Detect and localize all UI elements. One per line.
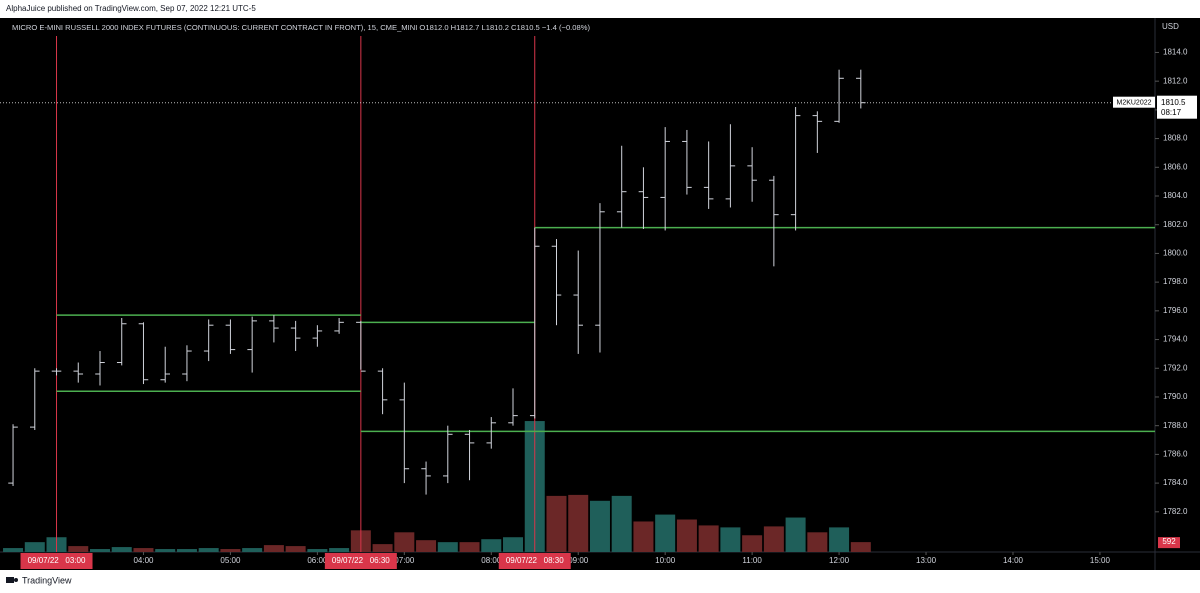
y-tick-label: 1814.0	[1163, 48, 1188, 57]
countdown-label: 08:17	[1161, 108, 1182, 117]
y-tick-label: 1798.0	[1163, 277, 1188, 286]
y-tick-label: 1800.0	[1163, 249, 1188, 258]
y-tick-label: 1794.0	[1163, 335, 1188, 344]
volume-bar	[394, 532, 415, 552]
volume-bar	[785, 517, 806, 552]
y-tick-label: 1786.0	[1163, 449, 1188, 458]
volume-bar	[242, 548, 263, 552]
x-tick-label: 13:00	[916, 556, 937, 565]
x-tick-label: 11:00	[742, 556, 762, 565]
y-tick-label: 1796.0	[1163, 306, 1188, 315]
x-tick-label: 08:00	[481, 556, 502, 565]
volume-bar	[481, 539, 502, 552]
footer-logo	[6, 577, 18, 583]
volume-bar	[24, 542, 45, 552]
header-bar	[0, 0, 1200, 18]
volume-bar	[416, 540, 437, 552]
symbol-tag	[1113, 96, 1155, 108]
session-tag	[498, 553, 571, 569]
price-tag-label: 1810.5	[1161, 98, 1186, 107]
symbol-label: M2KU2022	[1116, 100, 1151, 107]
y-tick-label: 1802.0	[1163, 220, 1188, 229]
volume-tag	[1158, 537, 1180, 549]
volume-bar	[220, 549, 241, 552]
session-label: 09/07/22 03:00	[28, 556, 86, 565]
volume-bar	[437, 542, 458, 552]
session-tag	[20, 553, 93, 569]
volume-bar	[176, 549, 197, 552]
volume-bar	[698, 525, 719, 552]
x-tick-label: 07:00	[394, 556, 415, 565]
volume-bar	[589, 500, 610, 552]
session-label: 09/07/22 08:30	[506, 556, 564, 565]
volume-bar	[133, 548, 154, 552]
chart-title: MICRO E-MINI RUSSELL 2000 INDEX FUTURES …	[12, 23, 590, 32]
session-label: 09/07/22 06:30	[332, 556, 390, 565]
volume-bar	[546, 495, 567, 552]
volume-bar	[3, 548, 24, 552]
volume-tag-label: 592	[1162, 537, 1176, 546]
x-tick-label: 04:00	[133, 556, 154, 565]
y-tick-label: 1808.0	[1163, 134, 1188, 143]
x-tick-label: 10:00	[655, 556, 676, 565]
volume-bar	[829, 527, 850, 552]
volume-bar	[720, 527, 741, 552]
price-tag	[1157, 95, 1197, 119]
y-tick-label: 1792.0	[1163, 363, 1188, 372]
volume-bar	[89, 549, 110, 552]
volume-bar	[807, 532, 828, 552]
x-tick-label: 12:00	[829, 556, 850, 565]
volume-bar	[155, 549, 176, 552]
volume-bar	[503, 537, 524, 552]
y-tick-label: 1812.0	[1163, 76, 1188, 85]
header-text: AlphaJuice published on TradingView.com,…	[6, 4, 256, 13]
x-tick-label: 06:00	[307, 556, 328, 565]
volume-bar	[329, 548, 350, 552]
volume-bar	[655, 514, 676, 552]
volume-bar	[850, 542, 871, 552]
volume-bar	[372, 544, 393, 552]
x-tick-label: 14:00	[1003, 556, 1024, 565]
volume-bar	[285, 546, 306, 552]
y-tick-label: 1784.0	[1163, 478, 1188, 487]
volume-bar	[198, 548, 219, 552]
y-tick-label: 1804.0	[1163, 191, 1188, 200]
y-tick-label: 1790.0	[1163, 392, 1188, 401]
volume-bar	[307, 549, 328, 552]
x-tick-label: 15:00	[1090, 556, 1111, 565]
volume-bar	[568, 494, 589, 552]
y-tick-label: 1782.0	[1163, 507, 1188, 516]
volume-bar	[633, 521, 654, 552]
session-tag	[324, 553, 397, 569]
volume-bar	[763, 526, 784, 552]
volume-bar	[68, 546, 89, 552]
x-tick-label: 05:00	[220, 556, 241, 565]
currency: USD	[1162, 22, 1179, 31]
volume-bar	[459, 542, 480, 552]
volume-bar	[111, 547, 132, 552]
volume-bar	[742, 535, 763, 552]
footer-brand: TradingView	[22, 575, 72, 585]
volume-bar	[263, 545, 284, 552]
volume-bar	[611, 495, 632, 552]
y-tick-label: 1788.0	[1163, 421, 1188, 430]
y-tick-label: 1806.0	[1163, 162, 1188, 171]
x-tick-label: 09:00	[568, 556, 589, 565]
volume-bar	[676, 519, 697, 552]
